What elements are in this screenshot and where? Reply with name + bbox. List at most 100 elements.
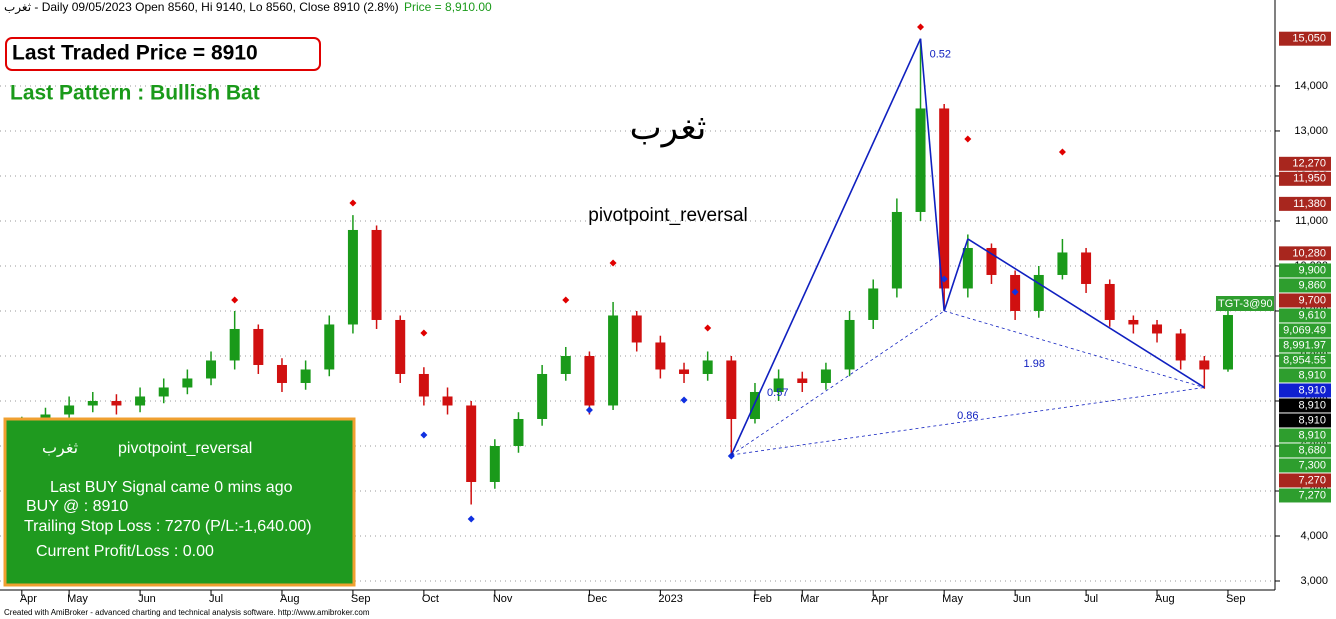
- x-tick-label: May: [67, 593, 88, 605]
- pivot-high: [349, 199, 357, 207]
- candle-body: [324, 324, 335, 370]
- price-label-box: [1279, 488, 1331, 503]
- candle-body: [1128, 319, 1139, 325]
- price-label-box: [1279, 428, 1331, 443]
- system-name: pivotpoint_reversal: [588, 205, 747, 226]
- plot: 0.52 0.57 1.98 0.86: [16, 23, 1233, 523]
- pivot-low: [467, 515, 475, 523]
- candle-body: [962, 247, 973, 289]
- x-tick-label: Jun: [138, 593, 156, 605]
- price-label: 9,700: [1298, 294, 1326, 306]
- symbol: ثغرب: [630, 109, 707, 148]
- price-label-box: [1279, 171, 1331, 186]
- x-tick-label: Jul: [209, 593, 223, 605]
- price-label: 7,300: [1298, 459, 1326, 471]
- last-pattern: Last Pattern : Bullish Bat: [10, 82, 260, 105]
- candle-body: [300, 369, 311, 383]
- pattern-line: [919, 38, 945, 312]
- pattern-ratio-line: [731, 387, 1205, 456]
- price-label-box: [1279, 323, 1331, 338]
- y-tick-label: 11,000: [1295, 215, 1328, 227]
- candle-body: [749, 391, 760, 419]
- x-tick-label: Apr: [20, 593, 37, 605]
- candle-body: [158, 387, 169, 397]
- price-label-box: [1279, 263, 1331, 278]
- candle-body: [347, 229, 358, 325]
- candle-body: [773, 378, 784, 392]
- candle-body: [986, 247, 997, 275]
- candle-body: [679, 369, 690, 374]
- x-tick-label: Jun: [1013, 593, 1031, 605]
- candle-body: [1081, 252, 1092, 284]
- candle-body: [371, 229, 382, 320]
- price-label-box: [1279, 368, 1331, 383]
- price-label-box: [1279, 278, 1331, 293]
- x-tick-label: Sep: [1226, 593, 1246, 605]
- candle-body: [1175, 333, 1186, 361]
- info-system: pivotpoint_reversal: [118, 440, 252, 457]
- x-tick-label: Apr: [871, 593, 888, 605]
- candle-body: [608, 315, 619, 406]
- info-box-bg: [3, 417, 356, 587]
- last-price-box: [5, 37, 321, 71]
- price-label-box: [1279, 353, 1331, 368]
- pivot-high: [917, 23, 925, 31]
- pivot-high: [704, 324, 712, 332]
- candle-body: [560, 355, 571, 374]
- price-label-box: [1279, 338, 1331, 353]
- candle-body: [442, 396, 453, 406]
- candle-body: [466, 405, 477, 482]
- price-label: 9,860: [1298, 279, 1326, 291]
- target-box: [1216, 296, 1274, 311]
- info-line: Trailing Stop Loss : 7270 (P/L:-1,640.00…: [24, 518, 312, 535]
- candle-body: [1222, 315, 1233, 370]
- x-tick-label: 2023: [658, 593, 682, 605]
- pattern-line: [967, 238, 1205, 389]
- x-tick-label: Aug: [1155, 593, 1175, 605]
- pivot-low: [940, 275, 948, 283]
- pattern-ratio: 0.86: [957, 410, 978, 422]
- x-tick-label: Aug: [280, 593, 300, 605]
- pivot-high: [609, 259, 617, 267]
- x-tick-label: May: [942, 593, 963, 605]
- price-label: 12,270: [1292, 158, 1326, 170]
- candle-body: [702, 360, 713, 374]
- pivot-high: [420, 329, 428, 337]
- candle-body: [395, 319, 406, 374]
- price-label-box: [1279, 473, 1331, 488]
- candle-body: [655, 342, 666, 370]
- price-label: 7,270: [1298, 474, 1326, 486]
- y-tick-label: 13,000: [1294, 125, 1328, 137]
- info-box: ثغرب pivotpoint_reversal Last BUY Signal…: [3, 417, 356, 587]
- price-label-box: [1279, 196, 1331, 211]
- price-label-box: [1279, 458, 1331, 473]
- x-tick-label: Sep: [351, 593, 371, 605]
- x-tick-label: Jul: [1084, 593, 1098, 605]
- price-label: 7,270: [1298, 489, 1326, 501]
- price-label: 11,950: [1293, 173, 1326, 185]
- x-tick-label: Dec: [587, 593, 607, 605]
- price-label-box: [1279, 293, 1331, 308]
- info-symbol: ثغرب: [42, 440, 78, 458]
- candle-body: [513, 418, 524, 446]
- x-tick-label: Feb: [753, 593, 772, 605]
- candle-body: [726, 360, 737, 419]
- price-label: 8,910: [1298, 429, 1326, 441]
- price-label: 9,610: [1298, 309, 1326, 321]
- price-label-box: [1279, 308, 1331, 323]
- price-label-box: [1279, 156, 1331, 171]
- candle-body: [915, 108, 926, 212]
- candle-body: [939, 108, 950, 289]
- price-label: 15,050: [1292, 33, 1326, 45]
- candle-body: [489, 445, 500, 482]
- info-line: BUY @ : 8910: [26, 498, 128, 515]
- pivot-low: [585, 406, 593, 414]
- info-line: Last BUY Signal came 0 mins ago: [50, 479, 293, 496]
- footer: Created with AmiBroker - advanced charti…: [4, 608, 370, 617]
- price-label-box: [1279, 443, 1331, 458]
- candle-body: [111, 400, 122, 406]
- candle-body: [844, 319, 855, 370]
- price-label: 8,680: [1298, 444, 1326, 456]
- pattern-line: [943, 238, 969, 312]
